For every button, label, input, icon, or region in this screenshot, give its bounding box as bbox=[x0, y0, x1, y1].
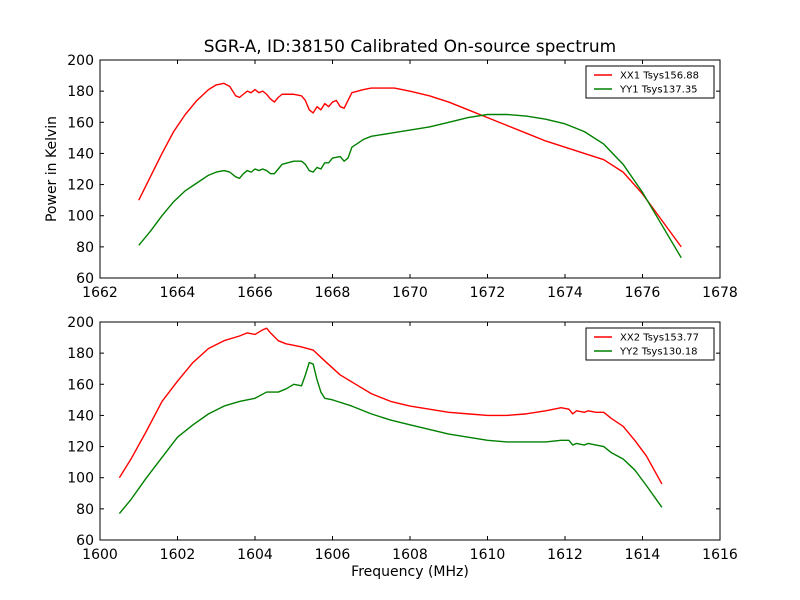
bottom-chart-x-tick-label: 1600 bbox=[82, 547, 118, 563]
top-chart-y-tick-label: 60 bbox=[76, 271, 94, 287]
bottom-chart-y-tick-label: 60 bbox=[76, 533, 94, 549]
top-chart-x-tick-label: 1674 bbox=[547, 285, 583, 301]
bottom-chart-x-tick-label: 1608 bbox=[392, 547, 428, 563]
bottom-chart-x-tick-label: 1602 bbox=[160, 547, 196, 563]
bottom-chart-legend: XX2 Tsys153.77 YY2 Tsys130.18 bbox=[585, 327, 715, 361]
top-chart-y-axis-label: Power in Kelvin bbox=[44, 116, 60, 222]
bottom-chart-x-tick-label: 1614 bbox=[625, 547, 661, 563]
top-chart-legend-label-1: YY1 Tsys137.35 bbox=[619, 85, 698, 96]
top-chart-x-tick-label: 1672 bbox=[470, 285, 506, 301]
top-chart-y-tick-label: 80 bbox=[76, 240, 94, 256]
bottom-chart-x-tick-label: 1606 bbox=[315, 547, 351, 563]
top-chart: 1662 1664 1666 1668 1670 1672 1674 1676 1678 60 80… bbox=[67, 53, 738, 301]
top-chart-x-tick-label: 1666 bbox=[237, 285, 273, 301]
bottom-chart-y-tick-label: 100 bbox=[67, 471, 94, 487]
top-chart-legend: XX1 Tsys156.88 YY1 Tsys137.35 bbox=[585, 65, 715, 99]
bottom-chart-y-tick-label: 200 bbox=[67, 315, 94, 331]
bottom-chart-x-tick-label: 1612 bbox=[547, 547, 583, 563]
bottom-chart-y-tick-label: 140 bbox=[67, 408, 94, 424]
top-chart-y-tick-label: 160 bbox=[67, 115, 94, 131]
bottom-chart-legend-label-0: XX2 Tsys153.77 bbox=[620, 333, 699, 344]
bottom-chart-y-tick-label: 180 bbox=[67, 346, 94, 362]
top-chart-x-tick-label: 1662 bbox=[82, 285, 118, 301]
top-chart-x-tick-label: 1670 bbox=[392, 285, 428, 301]
bottom-chart-series-line-0 bbox=[118, 327, 663, 485]
top-chart-title: SGR-A, ID:38150 Calibrated On-source spe… bbox=[204, 37, 616, 57]
bottom-chart-legend-label-1: YY2 Tsys130.18 bbox=[619, 347, 698, 358]
bottom-chart-series-line-1 bbox=[118, 361, 663, 514]
top-chart-legend-box bbox=[585, 65, 715, 99]
bottom-chart-y-tick-label: 80 bbox=[76, 502, 94, 518]
bottom-chart: 1600 1602 1604 1606 1608 1610 1612 1614 1616 60 80… bbox=[67, 315, 738, 563]
bottom-chart-legend-box bbox=[585, 327, 715, 361]
top-chart-x-tick-label: 1668 bbox=[315, 285, 351, 301]
top-chart-series-line-1 bbox=[138, 113, 682, 259]
bottom-chart-frame bbox=[99, 321, 721, 541]
top-chart-y-tick-label: 120 bbox=[67, 178, 94, 194]
top-chart-series-line-0 bbox=[138, 82, 682, 248]
top-chart-y-tick-label: 140 bbox=[67, 146, 94, 162]
top-chart-y-tick-label: 200 bbox=[67, 53, 94, 69]
bottom-chart-x-axis-label: Frequency (MHz) bbox=[351, 564, 469, 580]
top-chart-x-tick-label: 1664 bbox=[160, 285, 196, 301]
top-chart-x-tick-label: 1678 bbox=[702, 285, 738, 301]
top-chart-frame bbox=[99, 59, 721, 279]
bottom-chart-x-tick-label: 1604 bbox=[237, 547, 273, 563]
bottom-chart-y-tick-label: 160 bbox=[67, 377, 94, 393]
top-chart-x-tick-label: 1676 bbox=[625, 285, 661, 301]
top-chart-y-tick-label: 180 bbox=[67, 84, 94, 100]
bottom-chart-x-tick-label: 1610 bbox=[470, 547, 506, 563]
top-chart-y-tick-label: 100 bbox=[67, 209, 94, 225]
top-chart-legend-label-0: XX1 Tsys156.88 bbox=[620, 71, 699, 82]
bottom-chart-x-tick-label: 1616 bbox=[702, 547, 738, 563]
bottom-chart-y-tick-label: 120 bbox=[67, 440, 94, 456]
